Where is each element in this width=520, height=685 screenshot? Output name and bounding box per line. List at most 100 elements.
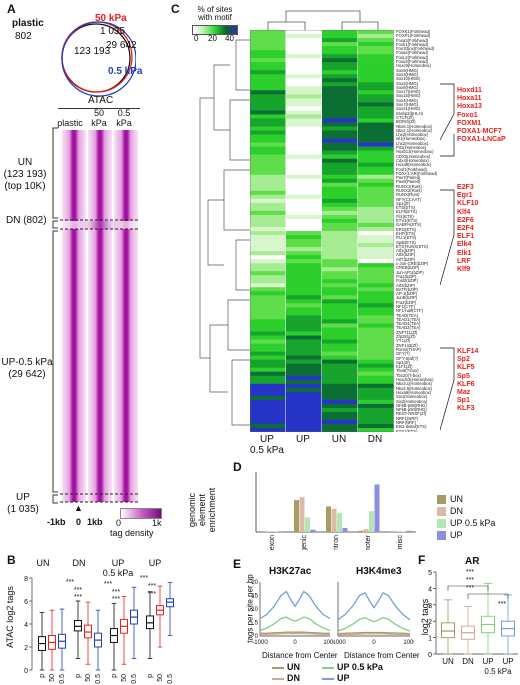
b-group-un: UN <box>36 558 50 568</box>
motif-cell <box>322 126 358 131</box>
motif-cell <box>286 170 322 176</box>
motif-cell <box>250 339 286 344</box>
venn-plastic-only: 802 <box>15 31 32 42</box>
motif-cell <box>286 415 322 421</box>
motif-cell <box>322 247 358 252</box>
motif-cell <box>358 247 394 252</box>
motif-cell <box>250 371 286 377</box>
motif-cell <box>358 291 394 296</box>
motif-cell <box>250 170 286 176</box>
motif-cell <box>358 206 394 212</box>
atac-col-05kpa: 0.5 kPa <box>116 108 132 128</box>
motif-cell <box>358 130 394 135</box>
motif-label: EHF(ETS) <box>396 230 416 236</box>
motif-cell <box>286 359 322 364</box>
motif-cell <box>358 166 394 171</box>
motif-cell <box>358 419 394 425</box>
motif-cell <box>286 138 322 143</box>
motif-cell <box>250 30 286 35</box>
motif-label: FOXA1:AR(Forkhead) <box>396 170 438 176</box>
highlight-motif-2-6: ELF1 <box>457 233 475 241</box>
motif-label: GFY-Staf(?) <box>396 355 419 361</box>
motif-label: NFkB-p65(RHD) <box>396 402 427 408</box>
b-ytick-2: 2 <box>24 645 28 652</box>
motif-cell <box>322 267 358 272</box>
c-col-dn: DN <box>367 434 383 445</box>
motif-cell <box>250 363 286 368</box>
motif-cell <box>250 359 286 364</box>
motif-label: CTCF(Zf) <box>396 114 414 120</box>
motif-cell <box>286 50 322 55</box>
motif-cell <box>250 62 286 67</box>
bar-intron-2 <box>337 512 342 532</box>
motif-cell <box>322 263 358 268</box>
motif-cell <box>358 34 394 39</box>
motif-cell <box>250 166 286 171</box>
motif-cell <box>358 395 394 401</box>
motif-cell <box>250 46 286 51</box>
motif-cell <box>250 331 286 336</box>
f-significance-0: *** <box>466 569 474 576</box>
motif-cell <box>322 154 358 159</box>
dendrogram-branch <box>209 324 228 393</box>
motif-cell <box>250 90 286 95</box>
motif-label: Ets1-distal(ETS) <box>396 424 427 430</box>
motif-cell <box>322 415 358 421</box>
motif-cell <box>250 182 286 188</box>
venn-circle-05kpa <box>61 21 136 97</box>
motif-cell <box>286 251 322 256</box>
motif-label: NRF(NRF) <box>396 420 417 426</box>
motif-label: BATF(bZIP) <box>396 286 419 292</box>
motif-cell <box>322 62 358 67</box>
motif-cell <box>322 86 358 91</box>
bar-intron-3 <box>342 527 348 532</box>
motif-cell <box>322 106 358 111</box>
b-significance-2: *** <box>74 594 82 601</box>
motif-cell <box>358 243 394 248</box>
motif-cell <box>250 271 286 276</box>
motif-label: Tbx5(T-box) <box>396 368 419 374</box>
motif-cell <box>286 423 322 429</box>
c-legend-tick-20: 20 <box>208 34 217 43</box>
d-legend-label: UP 0.5 kPa <box>450 518 496 528</box>
motif-label: Sox9(HMG) <box>396 67 419 73</box>
b-significance-1: *** <box>74 587 82 594</box>
motif-cell <box>250 407 286 413</box>
motif-cell <box>286 235 322 240</box>
motif-cell <box>286 150 322 155</box>
motif-label: NFkB-p50(RHD) <box>396 407 427 413</box>
motif-cell <box>322 218 358 224</box>
heatmap-col-plastic <box>62 130 86 502</box>
motif-label: Foxh1(Forkhead) <box>396 41 429 47</box>
motif-cell <box>322 419 358 425</box>
motif-cell <box>250 190 286 196</box>
motif-cell <box>286 255 322 260</box>
motif-cell <box>358 279 394 284</box>
b-xtick-1: 50 <box>49 674 56 682</box>
motif-label: Nkx6.1(Homeobox) <box>396 123 433 129</box>
motif-cell <box>358 263 394 268</box>
motif-cell <box>322 206 358 212</box>
motif-cell <box>358 118 394 123</box>
motif-cell <box>358 239 394 244</box>
motif-cell <box>286 90 322 95</box>
motif-label: Ronin(THAP) <box>396 346 421 352</box>
motif-cell <box>250 86 286 91</box>
motif-cell <box>358 126 394 131</box>
motif-cell <box>286 102 322 107</box>
motif-cell <box>322 190 358 196</box>
motif-cell <box>250 74 286 79</box>
motif-cell <box>358 307 394 312</box>
motif-cell <box>358 411 394 417</box>
motif-cell <box>358 359 394 364</box>
motif-cell <box>286 399 322 405</box>
motif-cell <box>358 30 394 35</box>
motif-cell <box>322 323 358 328</box>
motif-cell <box>322 295 358 300</box>
f-xtick-3: UP <box>502 657 513 666</box>
venn-plastic-label: plastic <box>12 18 44 29</box>
e-line-DN <box>337 633 411 636</box>
d-legend-swatch <box>437 518 446 528</box>
motif-cell <box>250 327 286 332</box>
xtick-0: 0 <box>76 517 82 527</box>
